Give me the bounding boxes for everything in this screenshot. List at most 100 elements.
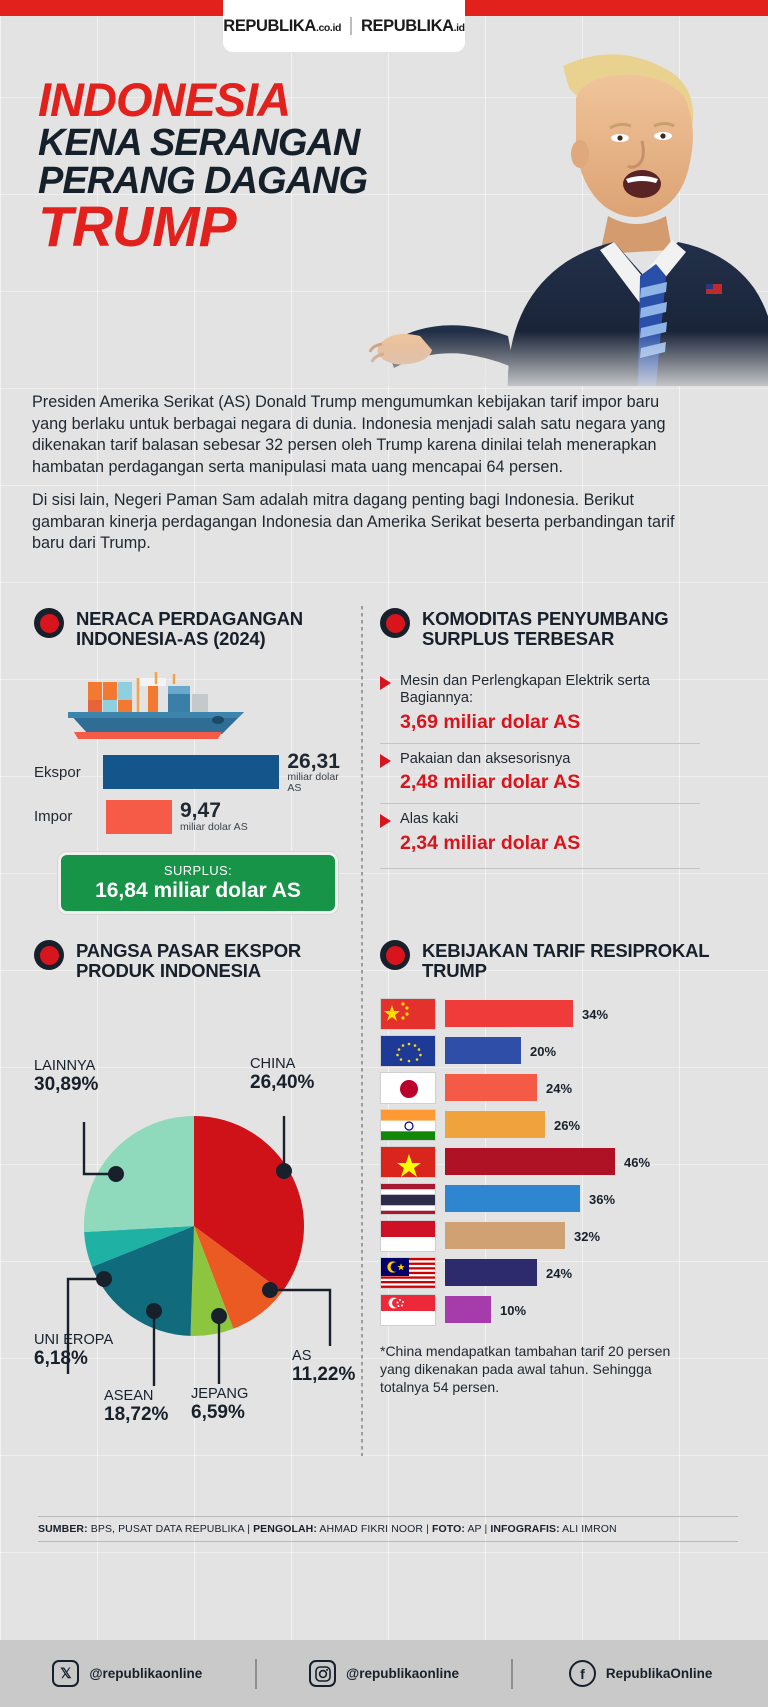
komoditas-header: KOMODITAS PENYUMBANG SURPLUS TERBESAR [380, 608, 700, 650]
social-item-facebook[interactable]: f RepublikaOnline [513, 1660, 768, 1687]
social-item-x[interactable]: 𝕏 @republikaonline [0, 1660, 255, 1687]
trump-photo [358, 36, 768, 386]
vietnam-flag-icon [380, 1145, 436, 1178]
hero-section: INDONESIA KENA SERANGAN PERANG DAGANG TR… [0, 16, 768, 386]
pie-label-jepang: JEPANG 6,59% [191, 1386, 248, 1424]
pie-label-unieropa-value: 6,18% [34, 1348, 88, 1370]
komoditas-name: Alas kaki [400, 811, 459, 828]
pie-label-lainnya-name: LAINNYA [34, 1057, 96, 1074]
pie-label-unieropa: UNI EROPA 6,18% [34, 1332, 113, 1370]
intro-paragraph-2: Di sisi lain, Negeri Paman Sam adalah mi… [32, 490, 675, 553]
komoditas-value: 2,34 miliar dolar AS [400, 831, 581, 854]
bar-unit-impor: miliar dolar AS [180, 820, 248, 833]
x-twitter-icon: 𝕏 [52, 1660, 80, 1687]
instagram-icon [309, 1660, 337, 1687]
pie-label-china: CHINA 26,40% [250, 1056, 314, 1094]
source-line: SUMBER: BPS, PUSAT DATA REPUBLIKA | PENG… [38, 1516, 738, 1542]
table-row: 32% [380, 1219, 710, 1252]
india-flag-icon [380, 1108, 436, 1141]
footer-separator [511, 1658, 514, 1689]
social-handle-instagram: @republikaonline [346, 1666, 459, 1681]
facebook-icon: f [568, 1660, 596, 1687]
neraca-section: NERACA PERDAGANGAN INDONESIA-AS (2024) [34, 608, 352, 914]
tarif-note: *China mendapatkan tambahan tarif 20 per… [380, 1342, 671, 1396]
logo-divider [349, 17, 352, 35]
bar-value-ekspor: 26,31 [287, 749, 340, 773]
headline-line-2: KENA SERANGAN [38, 121, 360, 164]
tarif-bar-malaysia [445, 1259, 537, 1287]
bar-unit-ekspor: miliar dolar AS [287, 771, 339, 794]
komoditas-section: KOMODITAS PENYUMBANG SURPLUS TERBESAR Me… [380, 608, 700, 869]
komoditas-title: KOMODITAS PENYUMBANG SURPLUS TERBESAR [422, 608, 669, 650]
social-item-instagram[interactable]: @republikaonline [257, 1660, 512, 1687]
pie-label-as-name: AS [292, 1347, 312, 1364]
pie-label-asean-value: 18,72% [104, 1404, 169, 1426]
pangsa-title: PANGSA PASAR EKSPOR PRODUK INDONESIA [76, 940, 302, 982]
triangle-bullet-icon [380, 675, 391, 690]
indonesia-flag-icon [380, 1219, 436, 1252]
source-key-3: FOTO: [432, 1523, 465, 1535]
social-handle-facebook: RepublikaOnline [605, 1666, 713, 1681]
neraca-header: NERACA PERDAGANGAN INDONESIA-AS (2024) [34, 608, 352, 650]
source-key-2: PENGOLAH: [253, 1523, 317, 1535]
pangsa-pie-chart: CHINA 26,40% AS 11,22% JEPANG 6,59% ASEA… [34, 996, 364, 1425]
table-row: 26% [380, 1108, 710, 1141]
china-flag-icon [380, 997, 436, 1030]
pie-label-lainnya-value: 30,89% [34, 1074, 99, 1096]
bullet-dot-icon [34, 940, 64, 970]
komoditas-list: Mesin dan Perlengkapan Elektrik serta Ba… [380, 666, 700, 869]
source-key-1: SUMBER: [38, 1523, 88, 1535]
table-row: 10% [380, 1293, 710, 1326]
table-row: 20% [380, 1034, 710, 1067]
japan-flag-icon [380, 1071, 436, 1104]
pie-label-asean-name: ASEAN [104, 1387, 154, 1404]
table-row: 24% [380, 1071, 710, 1104]
table-row: 34% [380, 997, 710, 1030]
headline: INDONESIA KENA SERANGAN PERANG DAGANG TR… [38, 76, 368, 259]
tarif-value-thailand: 36% [589, 1191, 616, 1207]
triangle-bullet-icon [380, 814, 391, 829]
source-key-4: INFOGRAFIS: [490, 1523, 560, 1535]
headline-line-3: PERANG DAGANG [38, 159, 368, 202]
table-row: 24% [380, 1256, 710, 1289]
footer-separator [254, 1658, 257, 1689]
malaysia-flag-icon [380, 1256, 436, 1289]
headline-line-4: TRUMP [38, 194, 237, 259]
thailand-flag-icon [380, 1182, 436, 1215]
column-divider [361, 606, 363, 1456]
pangsa-section: PANGSA PASAR EKSPOR PRODUK INDONESIA [34, 940, 364, 1425]
bullet-dot-icon [380, 940, 410, 970]
neraca-title: NERACA PERDAGANGAN INDONESIA-AS (2024) [76, 608, 303, 650]
bar-label-ekspor: Ekspor [34, 763, 81, 781]
bar-label-impor: Impor [34, 808, 73, 825]
tarif-value-japan: 24% [546, 1080, 573, 1096]
komoditas-value: 3,69 miliar dolar AS [400, 710, 581, 733]
pie-label-as: AS 11,22% [292, 1348, 355, 1386]
pie-label-lainnya: LAINNYA 30,89% [34, 1058, 98, 1096]
logo-right-suffix: .id [453, 21, 465, 34]
tarif-value-eu: 20% [530, 1043, 557, 1059]
table-row: 36% [380, 1182, 710, 1215]
tarif-bar-india [445, 1111, 545, 1139]
source-value-2: AHMAD FIKRI NOOR [319, 1523, 424, 1535]
table-row: 46% [380, 1145, 710, 1178]
pie-label-jepang-value: 6,59% [191, 1402, 245, 1424]
list-item: Mesin dan Perlengkapan Elektrik serta Ba… [380, 666, 700, 743]
logo-left-suffix: .co.id [315, 21, 341, 34]
tarif-title: KEBIJAKAN TARIF RESIPROKAL TRUMP [422, 940, 710, 982]
tarif-section: KEBIJAKAN TARIF RESIPROKAL TRUMP 34% [380, 940, 710, 1396]
bar-fill-ekspor [102, 755, 280, 790]
pie-label-unieropa-name: UNI EROPA [34, 1331, 114, 1348]
tarif-value-malaysia: 24% [546, 1265, 573, 1281]
bullet-dot-icon [380, 608, 410, 638]
tarif-value-indonesia: 32% [574, 1228, 601, 1244]
source-value-1: BPS, PUSAT DATA REPUBLIKA [90, 1523, 245, 1535]
pie-label-jepang-name: JEPANG [191, 1385, 249, 1402]
bar-row-impor: Impor 9,47 miliar dolar AS [34, 799, 352, 834]
tarif-bar-china [445, 1000, 573, 1028]
intro-text: Presiden Amerika Serikat (AS) Donald Tru… [32, 392, 692, 555]
neraca-bars: Ekspor 26,31 miliar dolar AS Impor 9,47 … [34, 749, 352, 834]
pie-label-as-value: 11,22% [292, 1364, 356, 1386]
list-item: Pakaian dan aksesorisnya 2,48 miliar dol… [380, 742, 700, 804]
pangsa-header: PANGSA PASAR EKSPOR PRODUK INDONESIA [34, 940, 364, 982]
